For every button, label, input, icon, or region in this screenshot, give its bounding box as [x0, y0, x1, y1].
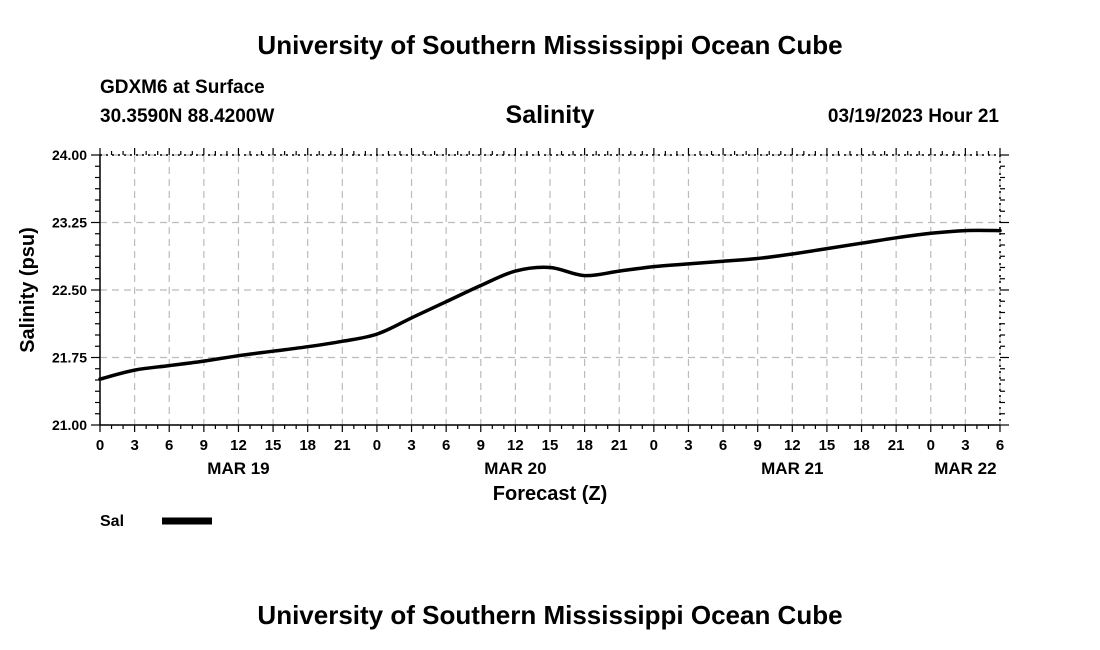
x-tick-label: 6	[719, 437, 727, 454]
x-tick-label: 3	[684, 437, 692, 454]
date-label: MAR 22	[934, 459, 996, 478]
x-tick-label: 3	[130, 437, 138, 454]
x-tick-label: 3	[407, 437, 415, 454]
x-tick-label: 18	[853, 437, 870, 454]
x-tick-label: 0	[96, 437, 104, 454]
series-line-sal	[98, 228, 1002, 381]
x-tick-label: 12	[507, 437, 524, 454]
y-tick-label: 24.00	[52, 147, 87, 163]
date-label: MAR 21	[761, 459, 823, 478]
x-tick-label: 21	[888, 437, 905, 454]
chart-main-title: University of Southern Mississippi Ocean…	[257, 30, 843, 60]
x-tick-label: 12	[230, 437, 247, 454]
station-label: GDXM6 at Surface	[100, 77, 265, 98]
station-coords: 30.3590N 88.4200W	[100, 106, 275, 127]
footer-title: University of Southern Mississippi Ocean…	[257, 600, 843, 630]
x-tick-label: 9	[477, 437, 485, 454]
date-label: MAR 19	[207, 459, 269, 478]
x-tick-label: 18	[576, 437, 593, 454]
x-tick-label: 3	[961, 437, 969, 454]
x-tick-label: 6	[442, 437, 450, 454]
y-axis-title: Salinity (psu)	[17, 227, 39, 353]
x-tick-label: 21	[334, 437, 351, 454]
y-tick-label: 21.00	[52, 417, 87, 433]
x-tick-label: 0	[373, 437, 381, 454]
legend-label: Sal	[100, 513, 124, 530]
x-axis-title: Forecast (Z)	[493, 483, 607, 505]
y-tick-label: 23.25	[52, 215, 87, 231]
x-tick-label: 0	[650, 437, 658, 454]
y-tick-label: 22.50	[52, 282, 87, 298]
x-tick-label: 15	[819, 437, 836, 454]
forecast-datetime: 03/19/2023 Hour 21	[827, 106, 999, 127]
x-tick-label: 12	[784, 437, 801, 454]
x-tick-label: 21	[611, 437, 628, 454]
x-tick-label: 9	[200, 437, 208, 454]
y-tick-label: 21.75	[52, 350, 87, 366]
x-tick-label: 15	[265, 437, 282, 454]
x-tick-label: 6	[996, 437, 1004, 454]
x-tick-label: 15	[542, 437, 559, 454]
variable-title: Salinity	[505, 101, 595, 129]
x-tick-label: 0	[927, 437, 935, 454]
date-label: MAR 20	[484, 459, 546, 478]
x-tick-label: 18	[299, 437, 316, 454]
x-tick-label: 9	[754, 437, 762, 454]
x-tick-label: 6	[165, 437, 173, 454]
